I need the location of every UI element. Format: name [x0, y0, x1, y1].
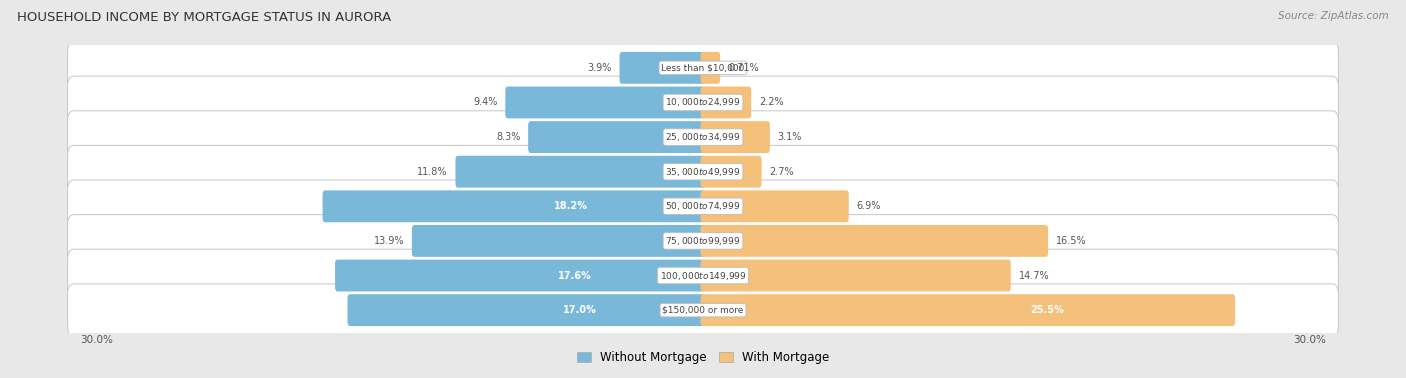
FancyBboxPatch shape: [67, 76, 1339, 129]
Text: $35,000 to $49,999: $35,000 to $49,999: [665, 166, 741, 178]
FancyBboxPatch shape: [700, 191, 849, 222]
Text: 2.7%: 2.7%: [769, 167, 794, 177]
Text: Source: ZipAtlas.com: Source: ZipAtlas.com: [1278, 11, 1389, 21]
Text: $150,000 or more: $150,000 or more: [662, 306, 744, 314]
Text: 30.0%: 30.0%: [80, 335, 112, 345]
FancyBboxPatch shape: [529, 121, 706, 153]
FancyBboxPatch shape: [620, 52, 706, 84]
Text: 2.2%: 2.2%: [759, 98, 783, 107]
Text: 3.1%: 3.1%: [778, 132, 803, 142]
FancyBboxPatch shape: [700, 260, 1011, 291]
FancyBboxPatch shape: [67, 284, 1339, 336]
FancyBboxPatch shape: [67, 180, 1339, 232]
Text: $50,000 to $74,999: $50,000 to $74,999: [665, 200, 741, 212]
FancyBboxPatch shape: [700, 52, 720, 84]
Text: 8.3%: 8.3%: [496, 132, 520, 142]
Text: 11.8%: 11.8%: [418, 167, 447, 177]
Text: $75,000 to $99,999: $75,000 to $99,999: [665, 235, 741, 247]
Text: 17.0%: 17.0%: [562, 305, 596, 315]
Text: 14.7%: 14.7%: [1018, 271, 1049, 280]
FancyBboxPatch shape: [67, 111, 1339, 163]
Text: 13.9%: 13.9%: [374, 236, 404, 246]
FancyBboxPatch shape: [67, 146, 1339, 198]
FancyBboxPatch shape: [335, 260, 706, 291]
FancyBboxPatch shape: [456, 156, 706, 187]
Text: HOUSEHOLD INCOME BY MORTGAGE STATUS IN AURORA: HOUSEHOLD INCOME BY MORTGAGE STATUS IN A…: [17, 11, 391, 24]
Legend: Without Mortgage, With Mortgage: Without Mortgage, With Mortgage: [576, 351, 830, 364]
Text: 6.9%: 6.9%: [856, 201, 882, 211]
Text: 0.71%: 0.71%: [728, 63, 759, 73]
Text: 18.2%: 18.2%: [554, 201, 588, 211]
Text: 17.6%: 17.6%: [558, 271, 592, 280]
FancyBboxPatch shape: [700, 156, 762, 187]
Text: $25,000 to $34,999: $25,000 to $34,999: [665, 131, 741, 143]
Text: $100,000 to $149,999: $100,000 to $149,999: [659, 270, 747, 282]
Text: $10,000 to $24,999: $10,000 to $24,999: [665, 96, 741, 108]
FancyBboxPatch shape: [700, 225, 1047, 257]
Text: 3.9%: 3.9%: [588, 63, 612, 73]
FancyBboxPatch shape: [67, 215, 1339, 267]
FancyBboxPatch shape: [412, 225, 706, 257]
Text: 25.5%: 25.5%: [1031, 305, 1064, 315]
FancyBboxPatch shape: [700, 294, 1234, 326]
FancyBboxPatch shape: [322, 191, 706, 222]
FancyBboxPatch shape: [700, 121, 770, 153]
Text: 16.5%: 16.5%: [1056, 236, 1087, 246]
FancyBboxPatch shape: [67, 42, 1339, 94]
Text: 9.4%: 9.4%: [472, 98, 498, 107]
FancyBboxPatch shape: [67, 249, 1339, 302]
FancyBboxPatch shape: [347, 294, 706, 326]
FancyBboxPatch shape: [700, 87, 751, 118]
Text: 30.0%: 30.0%: [1294, 335, 1326, 345]
Text: Less than $10,000: Less than $10,000: [661, 64, 745, 72]
FancyBboxPatch shape: [505, 87, 706, 118]
